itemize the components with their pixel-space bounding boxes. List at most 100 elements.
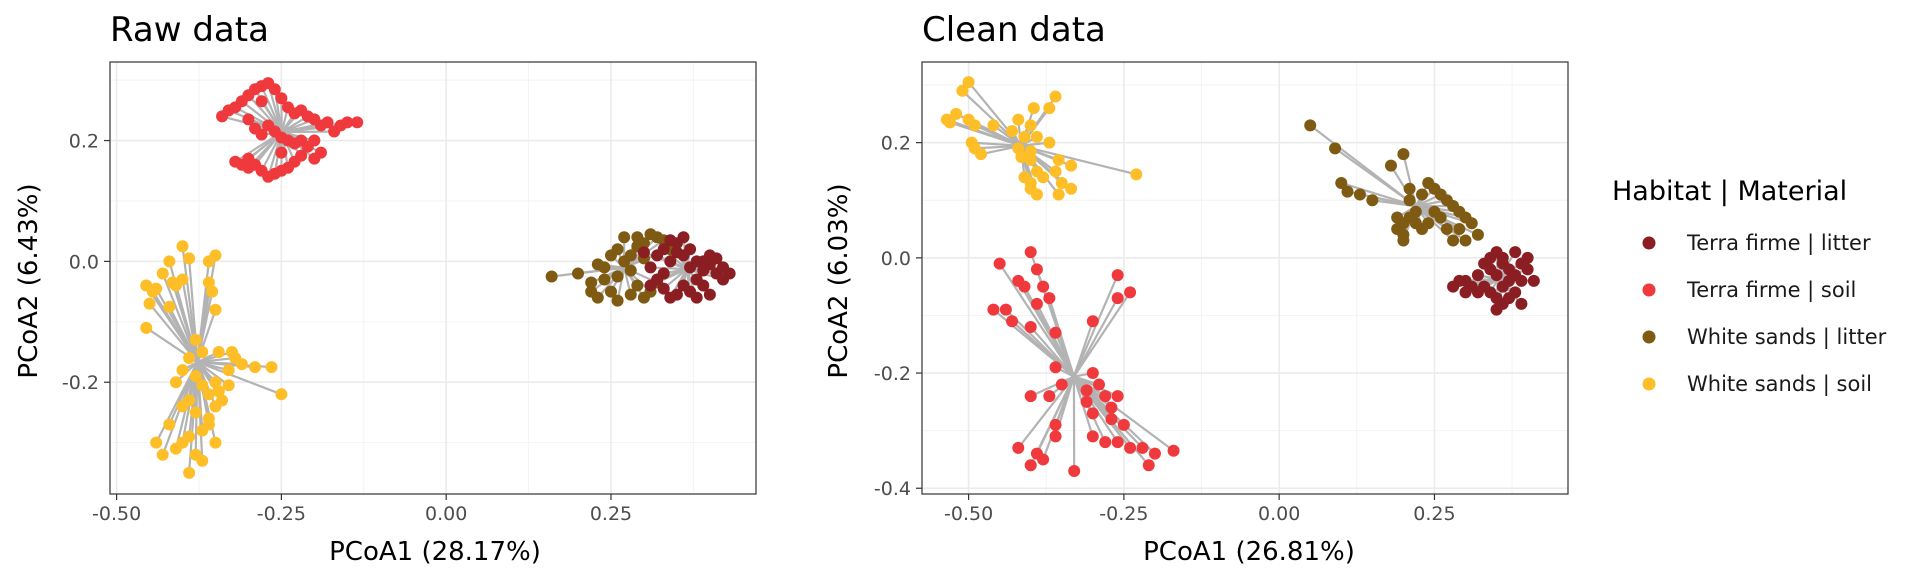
clean-point-white-sands-litter bbox=[1416, 188, 1429, 201]
clean-point-white-sands-soil bbox=[1024, 119, 1037, 132]
clean-point-white-sands-soil bbox=[1024, 145, 1037, 158]
raw-point-terra-firme-litter bbox=[677, 231, 690, 244]
clean-point-terra-firme-litter bbox=[1490, 303, 1503, 316]
clean-series-white-sands-soil bbox=[940, 76, 1143, 201]
clean-segment-terra-firme-soil bbox=[998, 262, 1075, 378]
clean-point-white-sands-soil bbox=[1018, 130, 1031, 143]
clean-point-white-sands-soil bbox=[1130, 168, 1143, 181]
raw-point-white-sands-soil bbox=[202, 388, 215, 401]
clean-point-white-sands-soil bbox=[1037, 171, 1050, 184]
clean-point-white-sands-soil bbox=[1027, 102, 1040, 115]
raw-point-white-sands-soil bbox=[169, 442, 182, 455]
clean-point-white-sands-litter bbox=[1471, 228, 1484, 241]
clean-y-axis-title: PCoA2 (6.03%) bbox=[824, 183, 854, 378]
raw-point-terra-firme-litter bbox=[697, 255, 710, 268]
raw-point-white-sands-soil bbox=[206, 285, 219, 298]
raw-point-terra-firme-soil bbox=[308, 152, 321, 165]
clean-segment-terra-firme-soil bbox=[1054, 332, 1075, 378]
raw-point-terra-firme-litter bbox=[697, 279, 710, 292]
raw-point-terra-firme-soil bbox=[255, 95, 268, 108]
clean-point-white-sands-litter bbox=[1447, 234, 1460, 247]
raw-point-terra-firme-litter bbox=[664, 291, 677, 304]
raw-x-tick-label: 0.00 bbox=[425, 503, 467, 525]
raw-point-white-sands-litter bbox=[624, 249, 637, 262]
clean-x-tick-label: 0.25 bbox=[1413, 503, 1455, 525]
clean-point-terra-firme-soil bbox=[1105, 401, 1118, 414]
legend-title: Habitat | Material bbox=[1612, 176, 1847, 207]
clean-point-terra-firme-soil bbox=[1068, 464, 1081, 477]
raw-series-terra-firme-soil bbox=[216, 77, 364, 183]
clean-point-terra-firme-litter bbox=[1502, 274, 1515, 287]
raw-point-white-sands-soil bbox=[189, 370, 202, 383]
raw-y-tick-label: 0.2 bbox=[69, 131, 99, 153]
clean-point-white-sands-litter bbox=[1403, 182, 1416, 195]
raw-point-white-sands-soil bbox=[249, 361, 262, 374]
clean-x-axis-title: PCoA1 (26.81%) bbox=[1143, 537, 1355, 567]
raw-segment-white-sands-soil bbox=[196, 361, 230, 387]
raw-point-terra-firme-litter bbox=[637, 246, 650, 259]
clean-point-terra-firme-soil bbox=[1049, 326, 1062, 339]
raw-point-white-sands-soil bbox=[209, 249, 222, 262]
raw-point-white-sands-soil bbox=[189, 406, 202, 419]
raw-point-terra-firme-soil bbox=[229, 155, 242, 168]
raw-point-terra-firme-litter bbox=[644, 261, 657, 274]
clean-point-white-sands-litter bbox=[1335, 176, 1348, 189]
raw-point-white-sands-soil bbox=[212, 385, 225, 398]
raw-point-white-sands-soil bbox=[196, 379, 209, 392]
raw-point-white-sands-soil bbox=[265, 361, 278, 374]
clean-point-white-sands-litter bbox=[1453, 223, 1466, 236]
raw-segment-white-sands-soil bbox=[174, 285, 199, 363]
clean-data-panel: Clean data PCoA1 (26.81%) PCoA2 (6.03%) … bbox=[824, 10, 1569, 567]
clean-point-terra-firme-soil bbox=[1012, 274, 1025, 287]
clean-point-terra-firme-soil bbox=[1142, 459, 1155, 472]
clean-point-terra-firme-soil bbox=[1124, 441, 1137, 454]
clean-point-white-sands-soil bbox=[1006, 125, 1019, 138]
clean-point-white-sands-soil bbox=[956, 84, 969, 97]
raw-segment-white-sands-soil bbox=[197, 361, 282, 396]
clean-point-white-sands-litter bbox=[1465, 217, 1478, 230]
clean-point-terra-firme-soil bbox=[1043, 390, 1056, 403]
clean-point-terra-firme-soil bbox=[1024, 459, 1037, 472]
raw-point-terra-firme-soil bbox=[222, 104, 235, 117]
clean-point-white-sands-litter bbox=[1353, 188, 1366, 201]
clean-point-terra-firme-litter bbox=[1459, 274, 1472, 287]
clean-point-terra-firme-soil bbox=[999, 303, 1012, 316]
clean-point-white-sands-soil bbox=[1065, 182, 1078, 195]
clean-point-white-sands-soil bbox=[1043, 102, 1056, 115]
raw-point-white-sands-soil bbox=[275, 388, 288, 401]
clean-point-terra-firme-soil bbox=[1037, 453, 1050, 466]
clean-point-white-sands-litter bbox=[1397, 148, 1410, 161]
clean-point-white-sands-soil bbox=[1065, 159, 1078, 172]
clean-point-white-sands-soil bbox=[1049, 90, 1062, 103]
clean-point-terra-firme-soil bbox=[1055, 378, 1068, 391]
raw-point-white-sands-soil bbox=[143, 297, 156, 310]
clean-point-terra-firme-soil bbox=[1148, 447, 1161, 460]
clean-point-terra-firme-soil bbox=[1099, 390, 1112, 403]
raw-point-white-sands-soil bbox=[156, 267, 169, 280]
raw-point-terra-firme-soil bbox=[242, 113, 255, 126]
raw-point-white-sands-litter bbox=[618, 231, 631, 244]
raw-segment-white-sands-soil bbox=[168, 306, 199, 363]
clean-point-terra-firme-soil bbox=[1030, 263, 1043, 276]
clean-point-white-sands-litter bbox=[1384, 159, 1397, 172]
clean-y-tick-label: -0.4 bbox=[874, 478, 911, 500]
raw-point-white-sands-soil bbox=[156, 448, 169, 461]
clean-segment-white-sands-soil bbox=[949, 121, 1022, 147]
clean-point-white-sands-litter bbox=[1329, 142, 1342, 155]
clean-point-white-sands-litter bbox=[1440, 223, 1453, 236]
raw-point-terra-firme-litter bbox=[677, 279, 690, 292]
clean-point-terra-firme-soil bbox=[1124, 286, 1137, 299]
raw-point-white-sands-soil bbox=[209, 436, 222, 449]
clean-point-terra-firme-litter bbox=[1471, 269, 1484, 282]
clean-segment-terra-firme-soil bbox=[1048, 297, 1075, 377]
clean-point-terra-firme-soil bbox=[987, 303, 1000, 316]
clean-point-white-sands-soil bbox=[1055, 176, 1068, 189]
clean-point-white-sands-soil bbox=[1049, 165, 1062, 178]
clean-point-white-sands-litter bbox=[1397, 234, 1410, 247]
clean-segment-white-sands-litter bbox=[1334, 147, 1417, 208]
raw-point-white-sands-litter bbox=[624, 264, 637, 277]
clean-point-white-sands-litter bbox=[1422, 217, 1435, 230]
clean-point-white-sands-soil bbox=[1052, 188, 1065, 201]
raw-point-terra-firme-soil bbox=[268, 83, 281, 96]
raw-point-white-sands-litter bbox=[611, 294, 624, 307]
